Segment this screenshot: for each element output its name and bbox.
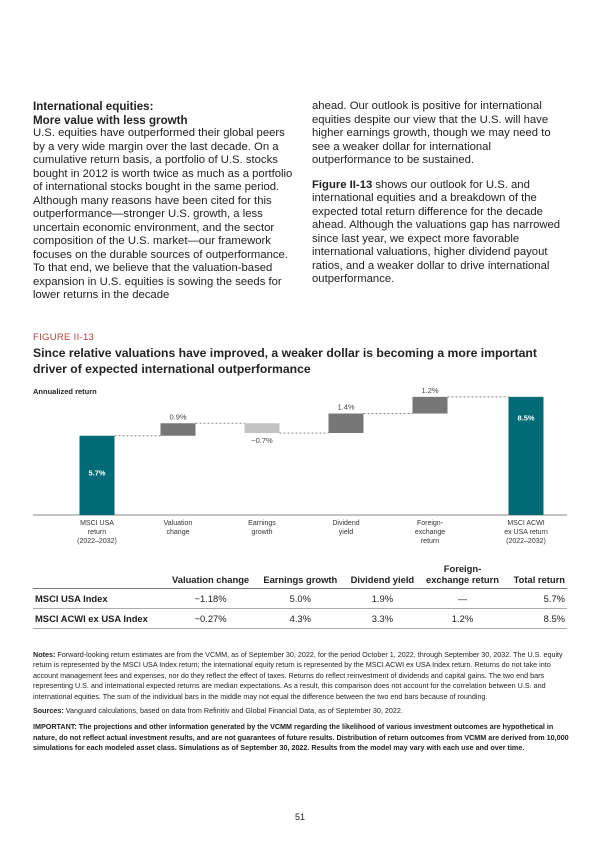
table-cell: 1.2%	[420, 608, 505, 629]
x-tick-label: (2022–2032)	[506, 538, 546, 545]
table-cell: −0.27%	[164, 608, 257, 629]
data-label: 5.7%	[88, 468, 105, 477]
table-cell: 5.0%	[256, 588, 345, 609]
bar-0	[79, 435, 115, 515]
x-tick-label: ex USA return	[504, 529, 548, 536]
x-tick-label: growth	[251, 529, 272, 536]
column-header: Earnings growth	[256, 562, 345, 589]
x-tick-label: MSCI USA	[80, 520, 114, 527]
column-header: Valuation change	[164, 562, 257, 589]
table-cell: −1.18%	[164, 588, 257, 609]
data-label: 1.4%	[337, 403, 354, 412]
bar-4	[412, 396, 448, 414]
y-axis-label: Annualized return	[33, 387, 97, 396]
column-header	[33, 562, 165, 589]
x-tick-label: MSCI ACWI	[507, 520, 544, 527]
table-cell: —	[420, 588, 505, 609]
page-number: 51	[294, 812, 305, 822]
column-header: Dividend yield	[344, 562, 421, 589]
bar-3	[328, 413, 364, 433]
bar-5	[508, 396, 544, 515]
column-header: Total return	[504, 562, 567, 589]
bar-1	[160, 423, 196, 436]
returns-table: Valuation change Earnings growth Dividend …	[33, 562, 567, 629]
waterfall-chart: Annualized return 5.7% MSCI USA return (2022…	[33, 386, 567, 545]
column-header: Foreign-exchange return	[420, 562, 505, 589]
x-tick-label: Earnings	[248, 520, 276, 527]
table-cell: 5.7%	[504, 588, 567, 609]
x-tick-label: Valuation	[164, 520, 193, 527]
x-tick-label: change	[167, 529, 190, 536]
important-disclaimer: IMPORTANT: The projections and other inf…	[33, 722, 569, 753]
section-heading: International equities:	[33, 100, 154, 113]
sources-label: Sources:	[33, 706, 64, 716]
x-tick-label: exchange	[415, 529, 445, 536]
x-tick-label: yield	[339, 529, 354, 536]
table-cell: 4.3%	[256, 608, 345, 629]
data-label: 0.9%	[169, 412, 186, 421]
figure-reference: Figure II-13	[312, 178, 373, 191]
figure-title: Since relative valuations have improved,…	[33, 346, 537, 376]
notes-text: Forward-looking return estimates are fro…	[33, 650, 563, 701]
notes-label: Notes:	[33, 650, 56, 659]
figure-label: FIGURE II-13	[33, 332, 95, 343]
data-label: 1.2%	[421, 386, 438, 395]
table-cell: 8.5%	[504, 608, 567, 629]
left-column: International equities: More value with …	[33, 100, 295, 303]
body-text: ahead. Our outlook is positive for inter…	[312, 100, 551, 166]
table-cell: 3.3%	[344, 608, 421, 629]
table-cell: MSCI USA Index	[33, 588, 165, 609]
table-cell: MSCI ACWI ex USA Index	[33, 608, 165, 629]
table-cell: 1.9%	[344, 588, 421, 609]
table-row: MSCI USA Index −1.18% 5.0% 1.9% —5.7%	[33, 588, 567, 609]
x-tick-label: return	[421, 538, 439, 545]
table-row: MSCI ACWI ex USA Index −0.27% 4.3% 3.3% 1.2%…	[33, 608, 567, 629]
bar-2	[244, 423, 280, 433]
data-label: −0.7%	[251, 436, 273, 445]
right-column: ahead. Our outlook is positive for inter…	[312, 100, 570, 287]
x-tick-label: Foreign-	[417, 520, 444, 527]
x-tick-label: Dividend	[332, 520, 359, 527]
x-tick-label: return	[88, 529, 106, 536]
body-text: U.S. equities have outperformed their gl…	[33, 127, 293, 301]
x-tick-label: (2022–2032)	[77, 538, 117, 545]
data-label: 8.5%	[517, 413, 534, 422]
notes: Notes: Forward-looking return estimates …	[33, 650, 569, 758]
body-text: shows our outlook for U.S. and internati…	[312, 178, 561, 286]
sources-text: Vanguard calculations, based on data fro…	[63, 706, 403, 716]
section-subheading: More value with less growth	[33, 113, 188, 127]
